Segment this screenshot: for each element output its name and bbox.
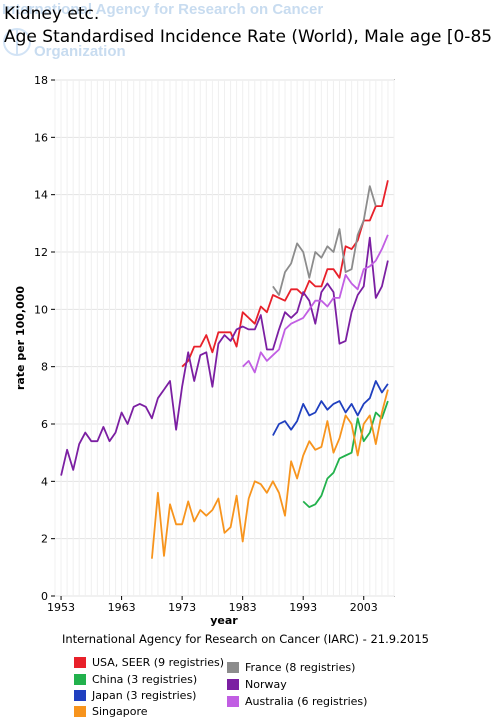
x-tick-label: 1973	[168, 601, 196, 614]
legend-label-china-3-registries: China (3 registries)	[92, 673, 198, 686]
legend-swatch-usa-seer-9-registries	[74, 657, 86, 668]
legend-swatch-australia-6-registries	[227, 696, 239, 707]
series-lines	[60, 180, 389, 559]
x-axis-label: year	[210, 614, 238, 627]
series-line-norway	[60, 236, 389, 476]
iarc-watermark: International Agency for Research on Can…	[2, 1, 323, 60]
y-tick-label: 16	[34, 131, 48, 144]
legend-swatch-japan-3-registries	[74, 690, 86, 701]
chart-footer: International Agency for Research on Can…	[61, 632, 430, 646]
series-line-usa-seer-9-registries	[181, 180, 389, 368]
x-tick-label: 1953	[47, 601, 75, 614]
y-tick-label: 6	[41, 418, 48, 431]
x-tick-label: 1993	[289, 601, 317, 614]
legend-label-australia-6-registries: Australia (6 registries)	[245, 695, 368, 708]
x-tick-label: 1963	[108, 601, 136, 614]
y-tick-label: 14	[34, 189, 48, 202]
series-line-china-3-registries	[302, 400, 389, 509]
y-tick-label: 4	[41, 475, 48, 488]
watermark-line1: International Agency for Research on Can…	[2, 1, 323, 18]
chart-subtitle: Age Standardised Incidence Rate (World),…	[4, 27, 491, 47]
y-tick-label: 12	[34, 246, 48, 259]
axis-ticks: 0 2 4 6 8 10 12 14 16 18 1953 1963 1973 1983 1993 2003	[34, 74, 378, 614]
series-line-australia-6-registries	[242, 234, 389, 374]
y-tick-label: 0	[41, 590, 48, 603]
who-emblem-icon	[3, 28, 31, 56]
x-tick-label: 2003	[350, 601, 378, 614]
y-tick-label: 10	[34, 303, 48, 316]
legend-swatch-china-3-registries	[74, 674, 86, 685]
series-line-japan-3-registries	[272, 380, 389, 436]
legend-label-singapore: Singapore	[92, 705, 148, 718]
legend-swatch-norway	[227, 679, 239, 690]
legend-label-france-8-registries: France (8 registries)	[245, 661, 356, 674]
y-tick-label: 2	[41, 533, 48, 546]
legend-swatch-france-8-registries	[227, 662, 239, 673]
legend-swatch-singapore	[74, 706, 86, 717]
chart-title: Kidney etc.	[4, 4, 100, 24]
grid-lines	[54, 79, 395, 597]
legend-label-norway: Norway	[245, 678, 287, 691]
y-tick-label: 8	[41, 361, 48, 374]
legend-label-japan-3-registries: Japan (3 registries)	[92, 689, 197, 702]
series-line-france-8-registries	[272, 185, 377, 296]
x-tick-label: 1983	[229, 601, 257, 614]
watermark-line2: Organization	[34, 43, 126, 60]
y-tick-label: 18	[34, 74, 48, 87]
series-line-singapore	[151, 389, 389, 559]
legend-label-usa-seer-9-registries: USA, SEER (9 registries)	[92, 656, 225, 669]
y-axis-label: rate per 100,000	[14, 286, 27, 390]
